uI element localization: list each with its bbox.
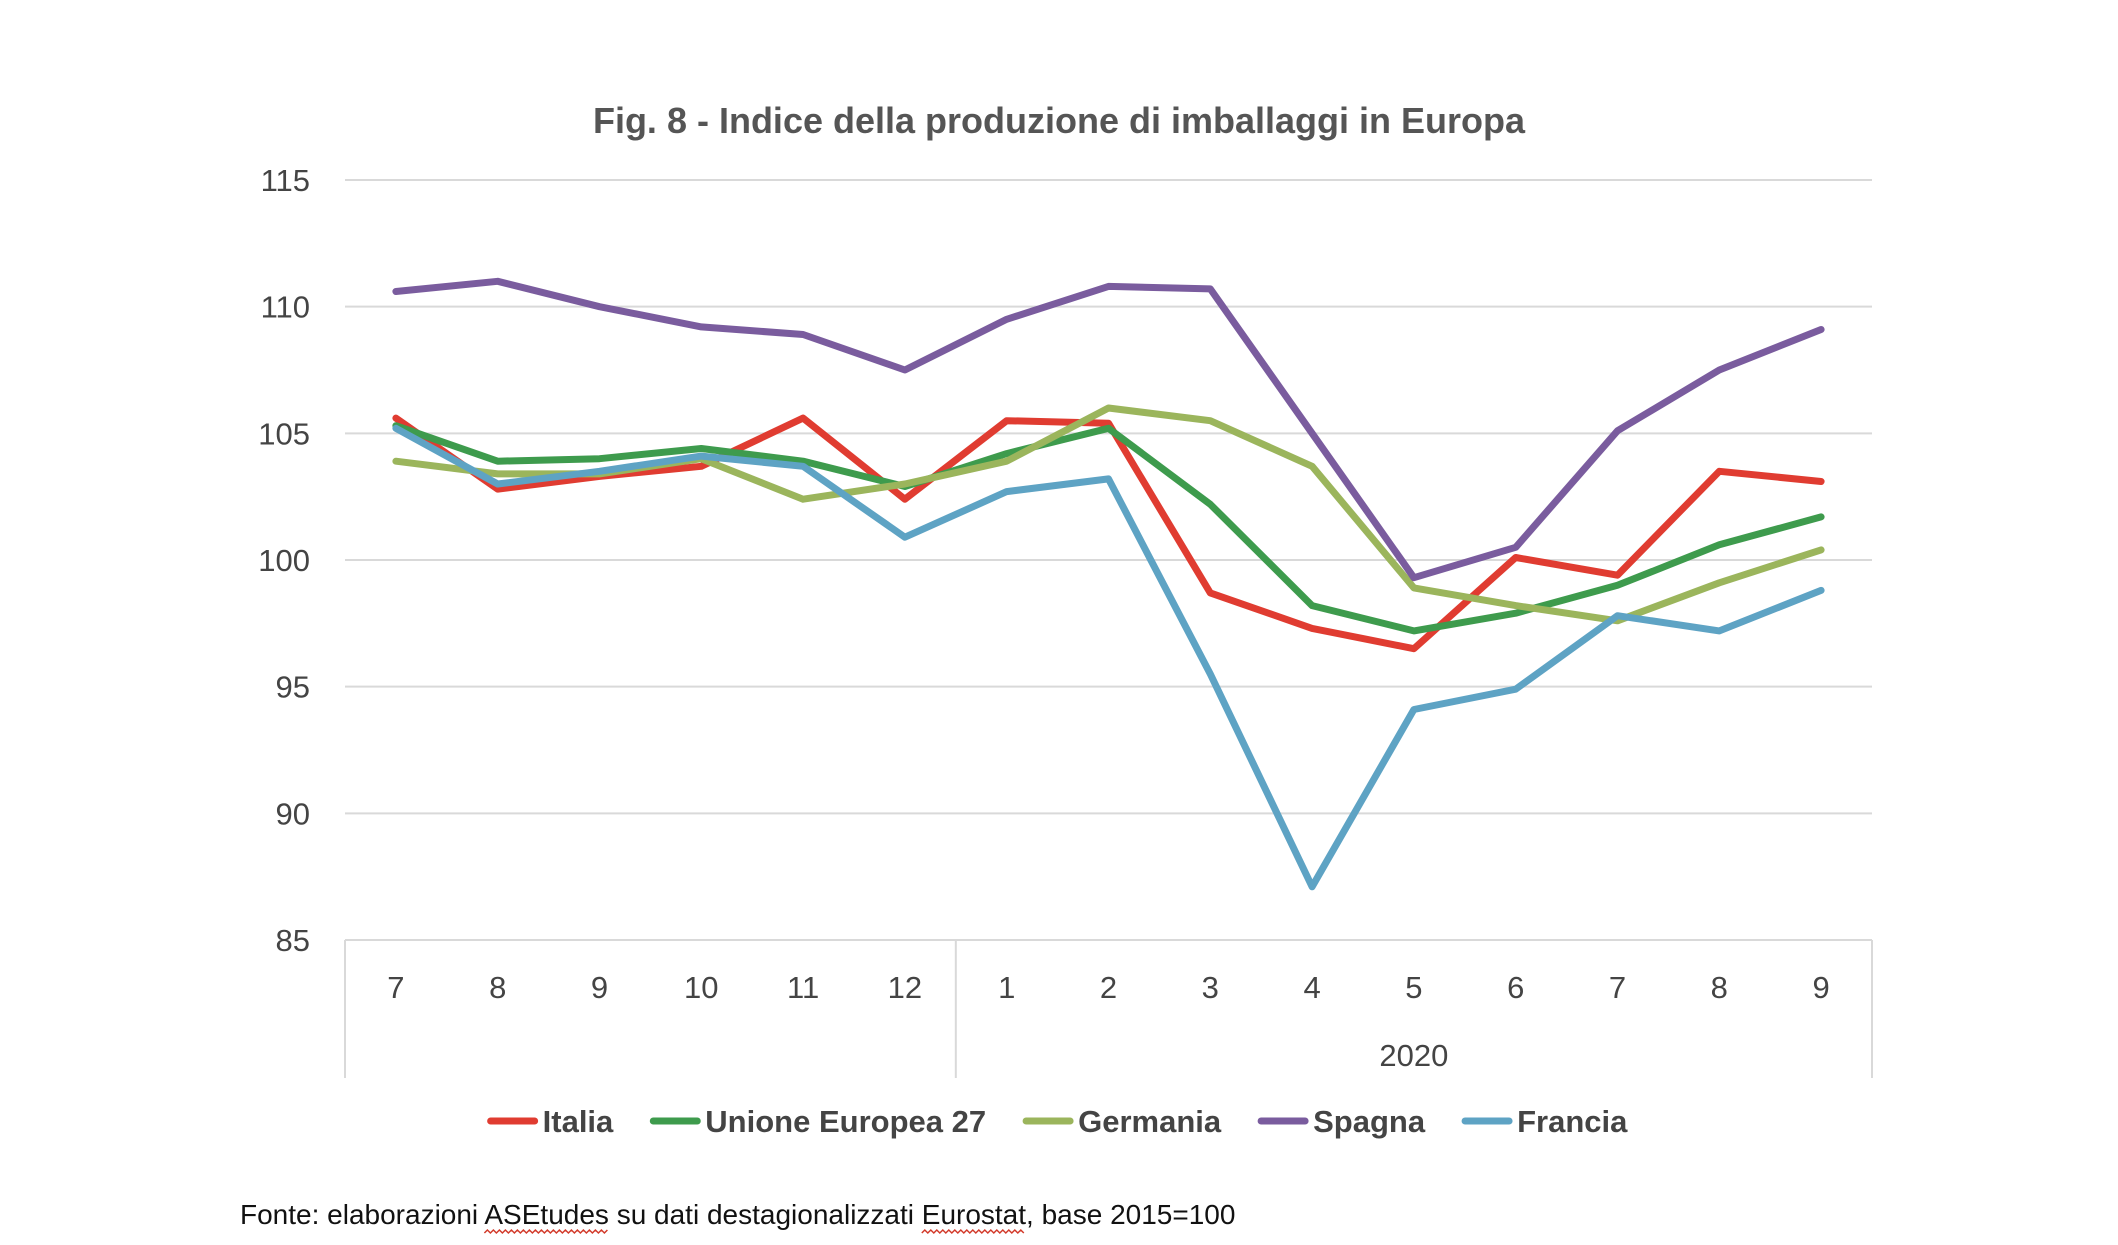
legend-item: Unione Europea 27 [649,1104,986,1139]
x-tick-label: 9 [591,970,608,1005]
spellcheck-underlines [483,1228,1025,1235]
x-tick-label: 5 [1405,970,1422,1005]
x-group-label: 2020 [1379,1038,1448,1073]
gridlines [345,179,1872,815]
legend: Italia Unione Europea 27 Germania Spagna Fra… [487,1104,1628,1139]
x-tick-label: 4 [1303,970,1320,1005]
source-note: Fonte: elaborazioni ASEtudes su dati des… [240,1199,1235,1230]
x-axis-tick-labels: 7 8 9 10 11 12 1 2 3 4 5 6 7 8 9 [387,970,1829,1005]
legend-label: Italia [543,1104,614,1139]
x-tick-label: 8 [1711,970,1728,1005]
series-line-spagna [392,277,1825,582]
y-tick-label: 90 [276,796,310,831]
x-tick-label: 12 [888,970,922,1005]
legend-item: Italia [487,1104,614,1139]
series-line-francia [392,424,1825,891]
y-tick-label: 85 [276,923,310,958]
spellcheck-squiggle [921,1228,1025,1235]
spellcheck-squiggle [483,1228,608,1235]
x-tick-label: 7 [387,970,404,1005]
x-tick-label: 2 [1100,970,1117,1005]
y-axis-tick-labels: 85 90 95 100 105 110 115 [258,163,310,958]
legend-item: Germania [1022,1104,1222,1139]
x-tick-label: 10 [684,970,718,1005]
legend-item: Spagna [1257,1104,1426,1139]
legend-label: Francia [1517,1104,1628,1139]
y-tick-label: 115 [261,163,310,198]
legend-label: Spagna [1313,1104,1426,1139]
x-tick-label: 7 [1609,970,1626,1005]
series-line-unione-europea-27 [392,422,1825,635]
y-tick-label: 110 [261,290,310,325]
y-tick-label: 105 [258,416,310,451]
x-tick-label: 8 [489,970,506,1005]
chart-title: Fig. 8 - Indice della produzione di imba… [593,100,1526,141]
x-tick-label: 1 [998,970,1015,1005]
x-tick-label: 3 [1202,970,1219,1005]
x-tick-label: 11 [787,970,819,1005]
legend-label: Unione Europea 27 [705,1104,986,1139]
legend-label: Germania [1078,1104,1222,1139]
y-tick-label: 100 [258,543,310,578]
x-tick-label: 9 [1812,970,1829,1005]
series-lines [392,277,1825,891]
y-tick-label: 95 [276,670,310,705]
series-line-italia [392,414,1825,653]
x-tick-label: 6 [1507,970,1524,1005]
x-axis-group-labels: 2020 [1379,1038,1448,1073]
legend-item: Francia [1461,1104,1628,1139]
x-axis [344,939,1873,1078]
